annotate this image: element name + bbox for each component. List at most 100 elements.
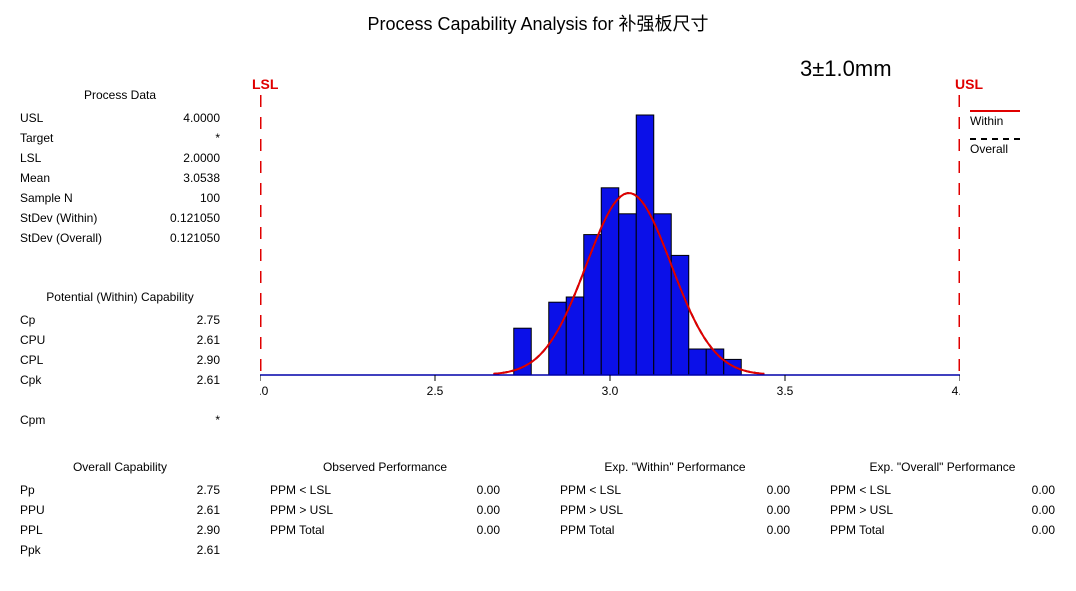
observed-header: Observed Performance [270, 460, 500, 474]
exp-within-block: Exp. "Within" PerformancePPM < LSL0.00PP… [560, 460, 790, 540]
histogram-bar [584, 235, 602, 375]
potential-cap-row [20, 390, 220, 410]
process-data-value: 4.0000 [183, 108, 220, 128]
exp-within-row: PPM Total 0.00 [560, 520, 790, 540]
exp-overall-row: PPM > USL 0.00 [830, 500, 1055, 520]
observed-value: 0.00 [477, 520, 500, 540]
usl-label: USL [955, 76, 983, 92]
lsl-label: LSL [252, 76, 278, 92]
histogram-bar [601, 188, 619, 375]
process-data-value: 100 [200, 188, 220, 208]
overall-cap-label: Ppk [20, 540, 41, 560]
exp-overall-header: Exp. "Overall" Performance [830, 460, 1055, 474]
process-data-row: StDev (Overall) 0.121050 [20, 228, 220, 248]
potential-cap-row: Cpk 2.61 [20, 370, 220, 390]
exp-within-value: 0.00 [767, 480, 790, 500]
exp-overall-value: 0.00 [1032, 480, 1055, 500]
process-data-label: Sample N [20, 188, 73, 208]
potential-cap-label: CPU [20, 330, 45, 350]
potential-cap-value: 2.75 [197, 310, 220, 330]
process-data-value: 2.0000 [183, 148, 220, 168]
process-data-row: StDev (Within)0.121050 [20, 208, 220, 228]
overall-cap-header: Overall Capability [20, 460, 220, 474]
potential-cap-value: 2.61 [197, 330, 220, 350]
observed-label: PPM Total [270, 520, 324, 540]
overall-capability-block: Overall CapabilityPp2.75PPU2.61PPL2.90Pp… [20, 460, 220, 560]
exp-within-row: PPM > USL0.00 [560, 500, 790, 520]
overall-cap-row: PPU 2.61 [20, 500, 220, 520]
observed-row: PPM > USL0.00 [270, 500, 500, 520]
overall-cap-value: 2.90 [197, 520, 220, 540]
page-title: Process Capability Analysis for 补强板尺寸 [0, 0, 1076, 36]
x-tick-label: 3.0 [602, 384, 619, 398]
exp-within-label: PPM > USL [560, 500, 623, 520]
overall-cap-value: 2.75 [197, 480, 220, 500]
process-data-block: Process DataUSL4.0000Target*LSL2.0000Mea… [20, 88, 220, 248]
process-data-row: Sample N 100 [20, 188, 220, 208]
overall-cap-row: PPL 2.90 [20, 520, 220, 540]
exp-overall-value: 0.00 [1032, 520, 1055, 540]
x-tick-label: 2.5 [427, 384, 444, 398]
process-data-label: LSL [20, 148, 41, 168]
process-data-label: USL [20, 108, 43, 128]
capability-chart: 2.0 2.5 3.0 3.5 4.0 [260, 95, 960, 405]
overall-cap-row: Ppk 2.61 [20, 540, 220, 560]
observed-performance-block: Observed Performance PPM < LSL 0.00PPM > U… [270, 460, 500, 540]
observed-label: PPM < LSL [270, 480, 331, 500]
process-data-row: Mean 3.0538 [20, 168, 220, 188]
legend: Within Overall [970, 110, 1070, 156]
process-data-value: 3.0538 [183, 168, 220, 188]
potential-cap-label: Cpm [20, 410, 45, 430]
exp-within-row: PPM < LSL 0.00 [560, 480, 790, 500]
exp-overall-label: PPM Total [830, 520, 884, 540]
potential-cap-value: 2.90 [197, 350, 220, 370]
potential-cap-value: 2.61 [197, 370, 220, 390]
spec-annotation: 3±1.0mm [800, 56, 892, 82]
histogram-bar [636, 115, 654, 375]
overall-cap-value: 2.61 [197, 500, 220, 520]
process-data-label: StDev (Within) [20, 208, 97, 228]
potential-cap-label: Cpk [20, 370, 41, 390]
x-tick-label: 4.0 [952, 384, 960, 398]
potential-cap-row: Cp2.75 [20, 310, 220, 330]
exp-overall-label: PPM > USL [830, 500, 893, 520]
process-data-label: StDev (Overall) [20, 228, 102, 248]
exp-within-value: 0.00 [767, 520, 790, 540]
process-data-value: 0.121050 [170, 228, 220, 248]
process-data-row: USL 4.0000 [20, 108, 220, 128]
process-data-row: LSL 2.0000 [20, 148, 220, 168]
histogram-bar [619, 214, 637, 375]
exp-overall-label: PPM < LSL [830, 480, 891, 500]
potential-capability-block: Potential (Within) Capability Cp2.75CPU 2.… [20, 290, 220, 430]
potential-cap-row: CPL 2.90 [20, 350, 220, 370]
process-data-label: Mean [20, 168, 50, 188]
legend-overall-label: Overall [970, 142, 1070, 156]
exp-within-header: Exp. "Within" Performance [560, 460, 790, 474]
histogram-bar [549, 302, 567, 375]
exp-overall-row: PPM < LSL 0.00 [830, 480, 1055, 500]
potential-cap-row: CPU 2.61 [20, 330, 220, 350]
overall-cap-label: Pp [20, 480, 35, 500]
legend-within-label: Within [970, 114, 1070, 128]
process-data-label: Target [20, 128, 53, 148]
histogram-bar [654, 214, 672, 375]
histogram-bar [689, 349, 707, 375]
observed-value: 0.00 [477, 480, 500, 500]
observed-value: 0.00 [477, 500, 500, 520]
potential-cap-value: * [215, 410, 220, 430]
potential-cap-label: CPL [20, 350, 43, 370]
x-tick-label: 2.0 [260, 384, 269, 398]
exp-within-label: PPM Total [560, 520, 614, 540]
x-tick-label: 3.5 [777, 384, 794, 398]
process-data-value: * [215, 128, 220, 148]
potential-cap-row: Cpm * [20, 410, 220, 430]
exp-overall-value: 0.00 [1032, 500, 1055, 520]
overall-cap-value: 2.61 [197, 540, 220, 560]
overall-cap-label: PPL [20, 520, 43, 540]
overall-cap-row: Pp 2.75 [20, 480, 220, 500]
exp-overall-row: PPM Total 0.00 [830, 520, 1055, 540]
exp-within-label: PPM < LSL [560, 480, 621, 500]
overall-cap-label: PPU [20, 500, 45, 520]
observed-row: PPM Total 0.00 [270, 520, 500, 540]
potential-cap-header: Potential (Within) Capability [20, 290, 220, 304]
